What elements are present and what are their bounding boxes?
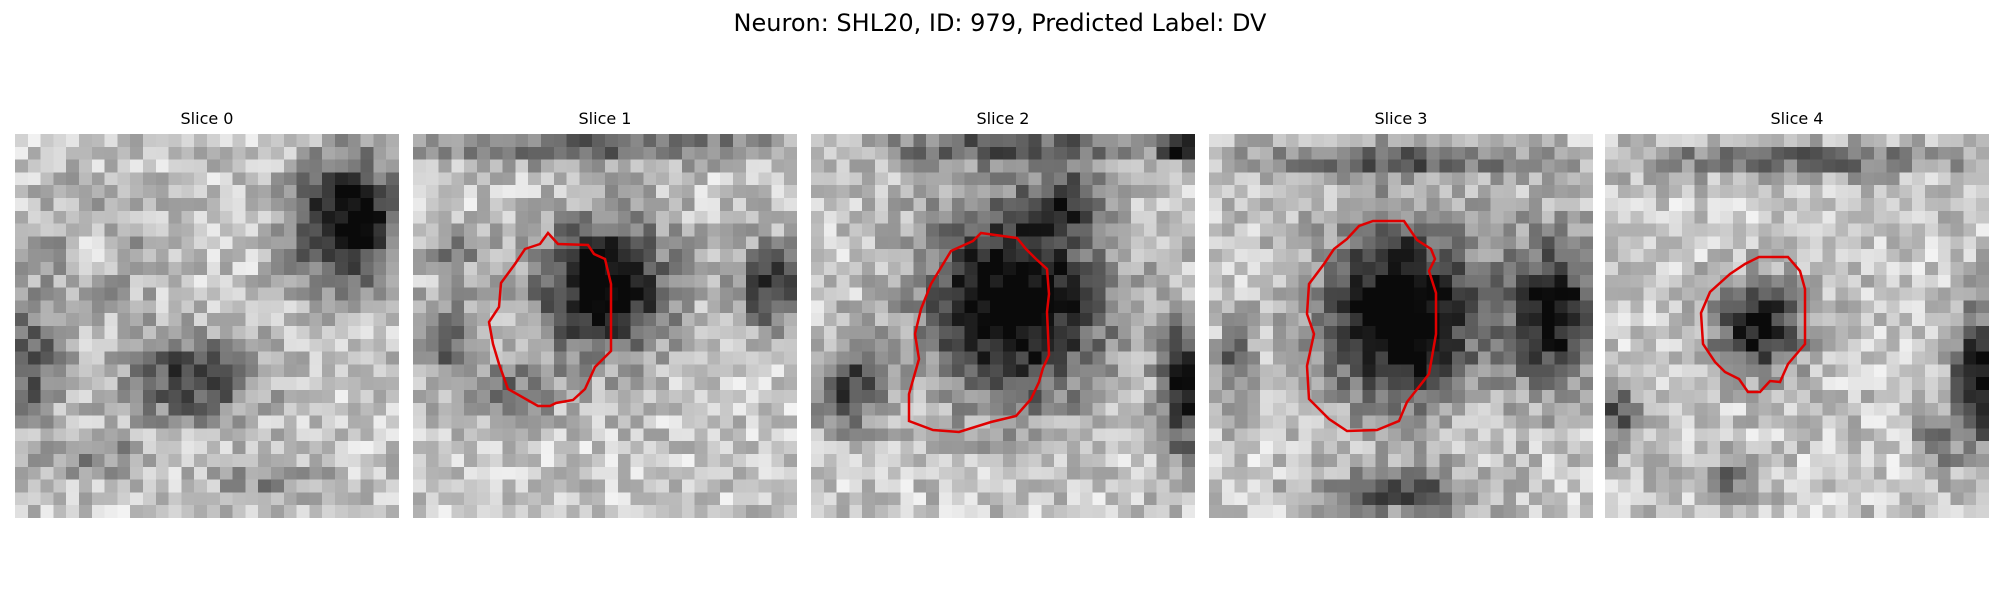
slice-image	[811, 134, 1195, 518]
slice-title: Slice 1	[578, 109, 632, 128]
slice-image	[1605, 134, 1989, 518]
figure-title: Neuron: SHL20, ID: 979, Predicted Label:…	[733, 9, 1267, 37]
slice-image	[15, 134, 399, 518]
slice-title: Slice 2	[976, 109, 1030, 128]
neuron-contour	[1305, 219, 1438, 433]
slice-title: Slice 3	[1374, 109, 1428, 128]
neuron-contour	[907, 231, 1051, 434]
neuron-contour	[1699, 255, 1807, 394]
slice-image	[413, 134, 797, 518]
neuron-contour	[487, 231, 613, 408]
slice-image	[1209, 134, 1593, 518]
slice-title: Slice 4	[1770, 109, 1824, 128]
slice-title: Slice 0	[180, 109, 234, 128]
